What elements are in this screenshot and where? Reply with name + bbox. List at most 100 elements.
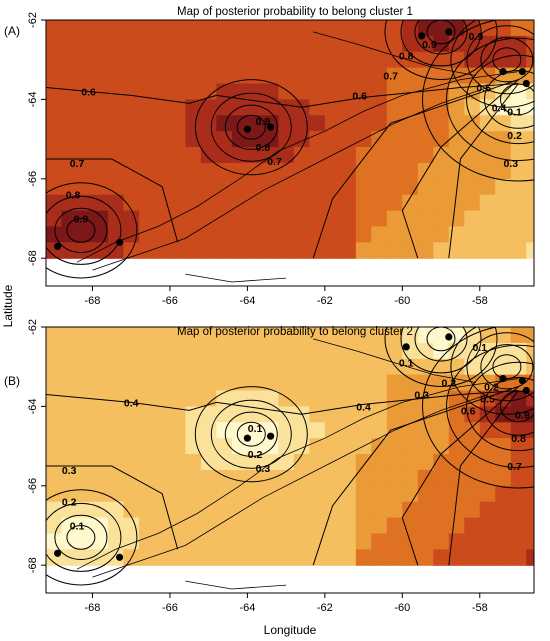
heat-cell: [386, 178, 403, 196]
heat-cell: [200, 390, 218, 407]
heat-cell: [417, 35, 434, 53]
heat-cell: [479, 485, 496, 503]
heat-cell: [309, 454, 326, 471]
heat-cell: [169, 178, 187, 196]
heat-cell: [479, 501, 496, 519]
heat-cell: [46, 422, 63, 439]
heat-cell: [448, 147, 465, 164]
heat-cell: [340, 67, 357, 85]
heat-cell: [138, 485, 156, 503]
heat-cell: [123, 422, 140, 439]
heat-cell: [309, 438, 326, 455]
contour-line: [224, 411, 278, 457]
heat-cell: [200, 178, 218, 196]
heat-cell: [293, 533, 310, 550]
heat-cell: [185, 374, 202, 392]
heat-cell: [293, 485, 310, 503]
heat-cell: [479, 438, 496, 455]
heat-cell: [216, 454, 233, 471]
heat-cell: [417, 549, 434, 566]
heat-cell: [200, 533, 218, 550]
heat-cell: [138, 390, 156, 407]
sample-point: [267, 432, 275, 440]
heat-cell: [448, 162, 465, 180]
heat-cell: [355, 178, 372, 196]
heat-cell: [247, 131, 264, 148]
heat-cell: [309, 549, 326, 566]
heat-cell: [107, 51, 125, 69]
sample-point: [243, 125, 251, 133]
heat-cell: [402, 20, 419, 37]
heat-cell: [61, 327, 78, 344]
heat-cell: [200, 501, 218, 519]
heat-cell: [386, 242, 403, 259]
heat-cell: [231, 533, 248, 550]
heat-cell: [185, 422, 202, 439]
heat-cell: [340, 162, 357, 180]
contour-line: [46, 182, 138, 279]
contour-label: 0.8: [66, 190, 81, 202]
heat-cell: [169, 131, 187, 148]
heat-cell: [355, 501, 372, 519]
contour-labels-a: 0.6 0.60.70.80.90.90.50.4 0.10.20.30.90.80…: [66, 31, 522, 226]
heat-cell: [61, 390, 78, 407]
heat-cell: [433, 83, 450, 100]
heat-cell: [448, 469, 465, 487]
heat-cell: [247, 422, 264, 439]
heat-cell: [169, 327, 187, 344]
heat-cell: [185, 242, 202, 259]
heat-cell: [340, 51, 357, 69]
heat-cell: [371, 469, 388, 487]
heat-cell: [278, 469, 295, 487]
heat-cell: [526, 194, 534, 212]
heat-cell: [185, 20, 202, 37]
heat-cell: [448, 406, 465, 423]
heat-cell: [46, 454, 63, 471]
heat-cell: [138, 83, 156, 100]
heat-cell: [61, 422, 78, 439]
sample-point: [402, 343, 410, 351]
heat-cell: [200, 469, 218, 487]
heat-cell: [355, 390, 372, 407]
heat-cell: [433, 485, 450, 503]
y-tick-label: -62: [27, 319, 39, 335]
heat-cell: [355, 485, 372, 503]
heat-cell: [278, 501, 295, 519]
sample-point: [445, 28, 453, 36]
heat-cell: [61, 358, 78, 376]
heat-cell: [200, 162, 218, 180]
heat-cell: [526, 406, 534, 423]
heat-cell: [324, 67, 341, 85]
contour-label: 0.2: [441, 378, 456, 390]
heat-cell: [340, 533, 357, 550]
heat-cell: [138, 147, 156, 164]
heat-cell: [526, 115, 534, 132]
heat-cell: [278, 210, 295, 228]
heat-cell: [92, 194, 109, 212]
heat-cell: [138, 162, 156, 180]
heat-cell: [479, 51, 496, 69]
contour-line: [236, 114, 266, 140]
x-axis-label: Longitude: [264, 623, 317, 637]
heat-cell: [293, 147, 310, 164]
heat-cell: [154, 327, 171, 344]
heat-cell: [200, 358, 218, 376]
heat-cell: [200, 242, 218, 259]
heat-cell: [402, 469, 419, 487]
heat-cell: [433, 147, 450, 164]
heat-cell: [293, 454, 310, 471]
heat-cell: [433, 454, 450, 471]
x-tick-label: -58: [472, 295, 488, 307]
heat-cell: [526, 422, 534, 439]
heat-cell: [231, 517, 248, 535]
heat-cell: [76, 374, 94, 392]
heat-cell: [526, 358, 534, 376]
heat-cell: [247, 517, 264, 535]
contour-line: [46, 390, 519, 415]
heat-cell: [169, 67, 187, 85]
heat-cell: [355, 533, 372, 550]
heat-cell: [371, 327, 388, 344]
heat-cell: [138, 438, 156, 455]
x-tick-label: -62: [317, 295, 333, 307]
heat-cell: [448, 226, 465, 243]
